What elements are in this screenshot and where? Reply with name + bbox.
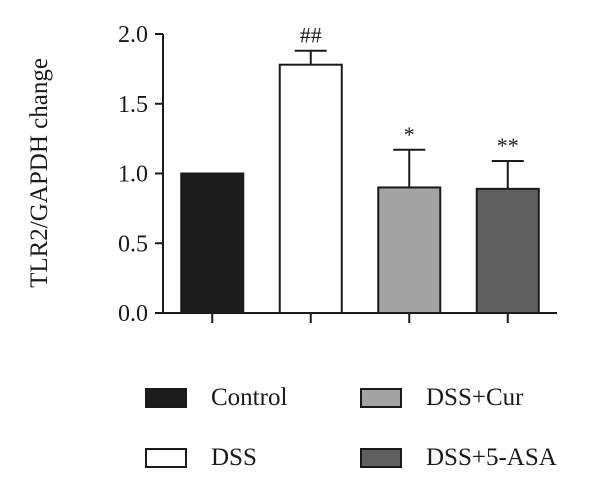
y-tick-label-0: 0.0 xyxy=(118,301,148,327)
legend-swatch-control xyxy=(145,388,187,408)
legend-item-dss-5-asa: DSS+5-ASA xyxy=(360,443,557,473)
bar-0 xyxy=(180,172,245,314)
bar-chart: TLR2/GAPDH change 0.00.51.01.52.0 ##* ** xyxy=(26,22,557,327)
y-tick-label-1: 0.5 xyxy=(118,231,148,257)
plot-area: 0.00.51.01.52.0 ##* ** xyxy=(118,22,557,327)
bar-1 xyxy=(278,63,343,314)
y-axis-label: TLR2/GAPDH change xyxy=(26,58,53,288)
significance-label-1: ## xyxy=(300,23,322,48)
significance-label-3: ** xyxy=(497,133,519,158)
legend-label-dss-5-asa: DSS+5-ASA xyxy=(426,444,557,471)
y-tick-label-3: 1.5 xyxy=(118,92,148,118)
legend-swatch-dss-cur xyxy=(360,388,402,408)
y-tick-label-2: 1.0 xyxy=(118,162,148,188)
legend-item-dss-cur: DSS+Cur xyxy=(360,383,523,413)
legend-swatch-dss-5-asa xyxy=(360,448,402,468)
legend-label-dss-cur: DSS+Cur xyxy=(426,384,524,411)
bar-2 xyxy=(377,186,442,314)
legend-item-dss: DSS xyxy=(145,443,257,473)
significance-label-2: * xyxy=(404,122,415,147)
legend-swatch-dss xyxy=(145,448,187,468)
legend-label-control: Control xyxy=(211,384,288,411)
legend-label-dss: DSS xyxy=(211,444,257,471)
y-tick-label-4: 2.0 xyxy=(118,22,148,48)
bar-3 xyxy=(475,187,540,314)
legend-item-control: Control xyxy=(145,383,287,413)
